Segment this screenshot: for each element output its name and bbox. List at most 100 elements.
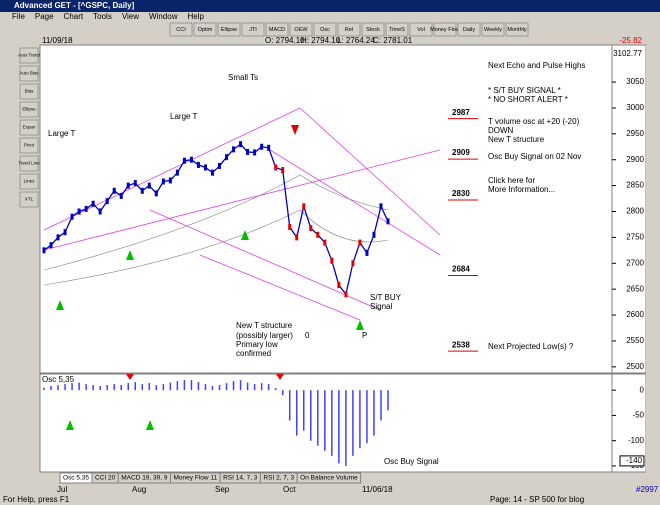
- down-arrows: [126, 125, 299, 380]
- toolbar-button[interactable]: [313, 22, 337, 37]
- toolbar-button[interactable]: [193, 22, 217, 37]
- toolbar-button[interactable]: [433, 22, 457, 37]
- tool-label[interactable]: Auto Trend: [18, 53, 41, 58]
- level-label: 2684: [452, 265, 470, 274]
- toolbar-button[interactable]: [457, 22, 481, 37]
- toolbar-button[interactable]: [217, 22, 241, 37]
- candle: [98, 208, 102, 215]
- tool-button[interactable]: [19, 65, 39, 82]
- status-count: #2997: [636, 485, 659, 494]
- toolbar-label[interactable]: Optim: [198, 27, 213, 33]
- toolbar-button[interactable]: [265, 22, 289, 37]
- candle: [379, 203, 383, 210]
- candle: [140, 187, 144, 194]
- toolbar-label[interactable]: Vol: [417, 27, 425, 33]
- tab[interactable]: CCI 20: [95, 475, 116, 482]
- tool-button[interactable]: [19, 101, 39, 118]
- toolbar-label[interactable]: TimeS: [389, 27, 405, 33]
- tool-label[interactable]: Bias: [25, 89, 35, 94]
- candle: [225, 154, 229, 161]
- tool-button[interactable]: [19, 137, 39, 154]
- candle: [281, 167, 285, 174]
- tab[interactable]: On Balance Volume: [300, 475, 358, 482]
- candle: [309, 225, 313, 232]
- annotation: Next Projected Low(s) ?: [488, 342, 574, 351]
- annotation: Next Echo and Pulse Highs: [488, 61, 585, 70]
- menu-item[interactable]: View: [122, 12, 139, 21]
- candle: [246, 148, 250, 155]
- tool-label[interactable]: Trend Line: [18, 161, 40, 166]
- y-tick-label: 2750: [626, 232, 644, 241]
- candle: [105, 198, 109, 205]
- toolbar-label[interactable]: Daily: [463, 27, 475, 33]
- tool-button[interactable]: [19, 47, 39, 64]
- y-tick-label: 2950: [626, 129, 644, 138]
- toolbar-label[interactable]: Monthly: [507, 27, 527, 33]
- tab[interactable]: RSI 2, 7, 3: [263, 475, 294, 482]
- tool-label[interactable]: Lines: [24, 179, 36, 184]
- menu-item[interactable]: Chart: [64, 12, 84, 21]
- toolbar-label[interactable]: Ellipse: [221, 27, 237, 33]
- menu-item[interactable]: Help: [187, 12, 204, 21]
- tool-button[interactable]: [19, 155, 39, 172]
- osc-panel: [39, 373, 613, 473]
- menu-item[interactable]: Window: [149, 12, 178, 21]
- tab[interactable]: MACD 19, 39, 9: [121, 475, 168, 482]
- toolbar-button[interactable]: [409, 22, 433, 37]
- annotation: DOWN: [488, 126, 514, 135]
- osc-annotation: Osc Buy Signal: [384, 457, 439, 466]
- candle: [295, 234, 299, 241]
- tool-button[interactable]: [19, 191, 39, 208]
- toolbar-label[interactable]: Osc: [320, 27, 330, 33]
- y-tick-label: 2700: [626, 258, 644, 267]
- tool-button[interactable]: [19, 83, 39, 100]
- tool-label[interactable]: Auto Bias: [19, 71, 39, 76]
- candle: [330, 257, 334, 264]
- annotation: New T structure: [236, 321, 293, 330]
- menu-item[interactable]: Page: [35, 12, 54, 21]
- toolbar-label[interactable]: Rel: [345, 27, 353, 33]
- osc-tick-label: 0: [640, 385, 645, 394]
- tab[interactable]: Osc 5,35: [63, 475, 89, 482]
- toolbar-label[interactable]: OEW: [294, 27, 308, 33]
- candle: [302, 203, 306, 210]
- toolbar-label[interactable]: MACD: [269, 27, 285, 33]
- status-help: For Help, press F1: [3, 495, 70, 504]
- tab[interactable]: RSI 14, 7, 3: [223, 475, 258, 482]
- candle: [365, 249, 369, 256]
- toolbar-button[interactable]: [385, 22, 409, 37]
- candle: [203, 164, 207, 171]
- osc-tick-label: -50: [632, 411, 644, 420]
- bands: [43, 174, 389, 286]
- tool-button[interactable]: [19, 119, 39, 136]
- tab[interactable]: Money Flow 11: [174, 475, 218, 482]
- toolbar-label[interactable]: Money Flow: [430, 27, 460, 33]
- candle: [260, 143, 264, 150]
- tab-frame[interactable]: [296, 472, 362, 484]
- date-label: Jul: [57, 485, 67, 494]
- toolbar-label[interactable]: Stock: [366, 27, 380, 33]
- annotation: Large T: [170, 112, 198, 121]
- toolbar-button[interactable]: [505, 22, 529, 37]
- tool-label[interactable]: XTL: [25, 197, 34, 202]
- menu-item[interactable]: Tools: [93, 12, 112, 21]
- menu-item[interactable]: File: [12, 12, 25, 21]
- toolbar-button[interactable]: [337, 22, 361, 37]
- toolbar-button[interactable]: [289, 22, 313, 37]
- toolbar-button[interactable]: [361, 22, 385, 37]
- toolbar-label[interactable]: JTI: [249, 27, 257, 33]
- annotation: confirmed: [236, 349, 271, 358]
- toolbar-label[interactable]: CCI: [176, 27, 186, 33]
- level-label: 2909: [452, 148, 470, 157]
- arrows: [56, 230, 364, 430]
- candle: [70, 213, 74, 220]
- tool-label[interactable]: Ellipse: [22, 107, 36, 112]
- tool-label[interactable]: Expan: [23, 125, 36, 130]
- toolbar-label[interactable]: Weekly: [484, 27, 502, 33]
- tool-label[interactable]: Pivot: [24, 143, 35, 148]
- toolbar-button[interactable]: [481, 22, 505, 37]
- toolbar-button[interactable]: [169, 22, 193, 37]
- toolbar-button[interactable]: [241, 22, 265, 37]
- tool-button[interactable]: [19, 173, 39, 190]
- candle: [386, 218, 390, 225]
